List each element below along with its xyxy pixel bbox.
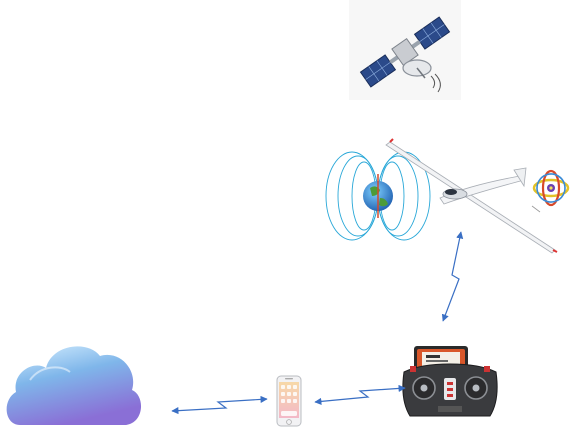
link-glider-transmitter — [441, 231, 464, 322]
satellite-icon — [349, 0, 461, 100]
earth-magnetic-field-icon — [325, 151, 431, 241]
glider-aircraft-icon — [385, 138, 558, 254]
link-transmitter-smartphone — [314, 384, 406, 405]
rc-transmitter-icon — [402, 346, 498, 417]
cloud-icon — [6, 346, 142, 425]
gyroscope-icon — [532, 169, 570, 207]
smartphone-icon — [276, 375, 302, 427]
link-smartphone-cloud — [171, 395, 268, 415]
